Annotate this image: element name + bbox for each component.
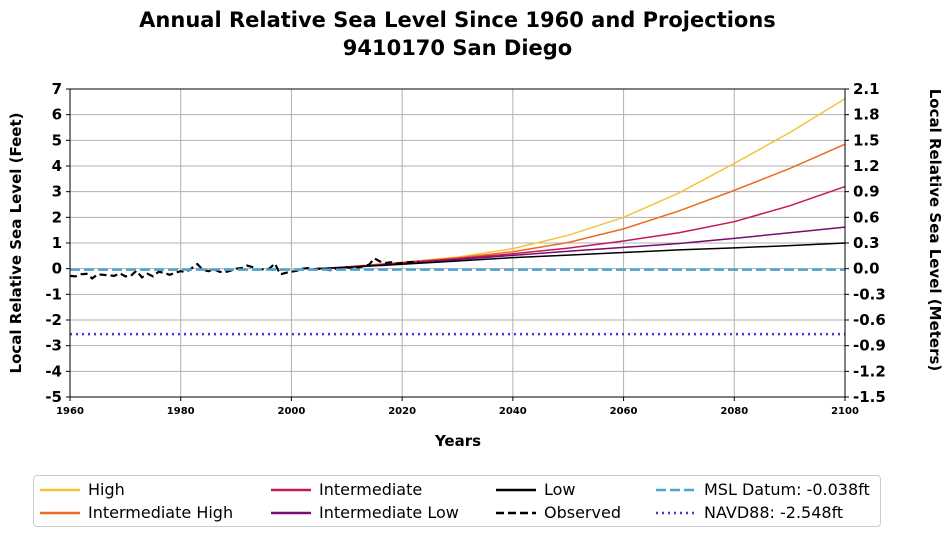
chart-title: Annual Relative Sea Level Since 1960 and… — [139, 8, 776, 32]
x-axis-label: Years — [434, 432, 481, 450]
y-right-tick-label: 0.6 — [853, 208, 880, 226]
legend-label-navd88: NAVD88: -2.548ft — [704, 503, 844, 522]
y-left-tick-label: -1 — [45, 285, 62, 303]
y-left-tick-label: -4 — [45, 362, 62, 380]
x-tick-label: 2100 — [831, 406, 859, 417]
x-tick-label: 2060 — [610, 406, 638, 417]
y-right-tick-label: -1.5 — [853, 388, 886, 406]
y-axis-left-label: Local Relative Sea Level (Feet) — [7, 113, 25, 374]
series-lines — [69, 98, 846, 336]
y-right-tick-label: 0.9 — [853, 183, 880, 201]
y-right-tick-label: -1.2 — [853, 362, 886, 380]
legend: High Intermediate High Intermediate Inte… — [33, 475, 881, 527]
y-right-tick-label: 0.3 — [853, 234, 880, 252]
y-right-tick-label: 1.5 — [853, 131, 880, 149]
grid-lines — [69, 88, 846, 398]
y-right-tick-label: -0.6 — [853, 311, 886, 329]
legend-label-intermediate: Intermediate — [319, 480, 423, 499]
y-axis-right-label: Local Relative Sea Level (Meters) — [926, 89, 944, 372]
y-left-tick-label: -2 — [45, 311, 62, 329]
series-line-low — [319, 242, 846, 270]
y-left-tick-label: 2 — [52, 208, 62, 226]
legend-label-low: Low — [544, 480, 576, 499]
y-left-tick-label: 3 — [52, 183, 62, 201]
y-left-tick-label: 0 — [52, 260, 62, 278]
x-tick-label: 1960 — [56, 406, 84, 417]
y-left-tick-label: -3 — [45, 337, 62, 355]
legend-label-intermediate-low: Intermediate Low — [319, 503, 459, 522]
y-left-tick-label: 6 — [52, 106, 62, 124]
y-right-tick-label: -0.9 — [853, 337, 886, 355]
series-line-intermediate — [319, 185, 846, 270]
legend-label-high: High — [88, 480, 125, 499]
y-right-tick-label: 0.0 — [853, 260, 880, 278]
legend-label-observed: Observed — [544, 503, 621, 522]
x-tick-label: 2040 — [499, 406, 527, 417]
y-left-tick-label: 5 — [52, 131, 62, 149]
chart-subtitle: 9410170 San Diego — [342, 36, 573, 60]
y-left-tick-label: -5 — [45, 388, 62, 406]
x-tick-label: 2020 — [388, 406, 416, 417]
x-tick-label: 2000 — [278, 406, 306, 417]
y-axis-left-ticks: -5 -4 -3 -2 -1 0 1 2 3 4 5 6 7 — [45, 80, 70, 406]
legend-label-intermediate-high: Intermediate High — [88, 503, 234, 522]
x-tick-label: 1980 — [167, 406, 195, 417]
y-right-tick-label: 1.2 — [853, 157, 880, 175]
y-right-tick-label: -0.3 — [853, 285, 886, 303]
chart-area: 1960 1980 2000 2020 2040 2060 2080 2100 -5-4-3-… — [7, 80, 944, 450]
y-left-tick-label: 7 — [52, 80, 62, 98]
y-right-tick-label: 1.8 — [853, 106, 880, 124]
series-line-observed — [69, 257, 419, 280]
x-axis-ticks: 1960 1980 2000 2020 2040 2060 2080 2100 — [56, 397, 859, 417]
y-left-tick-label: 1 — [52, 234, 62, 252]
y-left-tick-label: 4 — [52, 157, 62, 175]
y-right-tick-label: 2.1 — [853, 80, 880, 98]
y-axis-right-ticks: -1.5 -1.2 -0.9 -0.6 -0.3 0.0 0.3 0.6 0.9 1.2 1.5 1.… — [845, 80, 886, 406]
x-tick-label: 2080 — [720, 406, 748, 417]
legend-label-msl-datum: MSL Datum: -0.038ft — [704, 480, 870, 499]
